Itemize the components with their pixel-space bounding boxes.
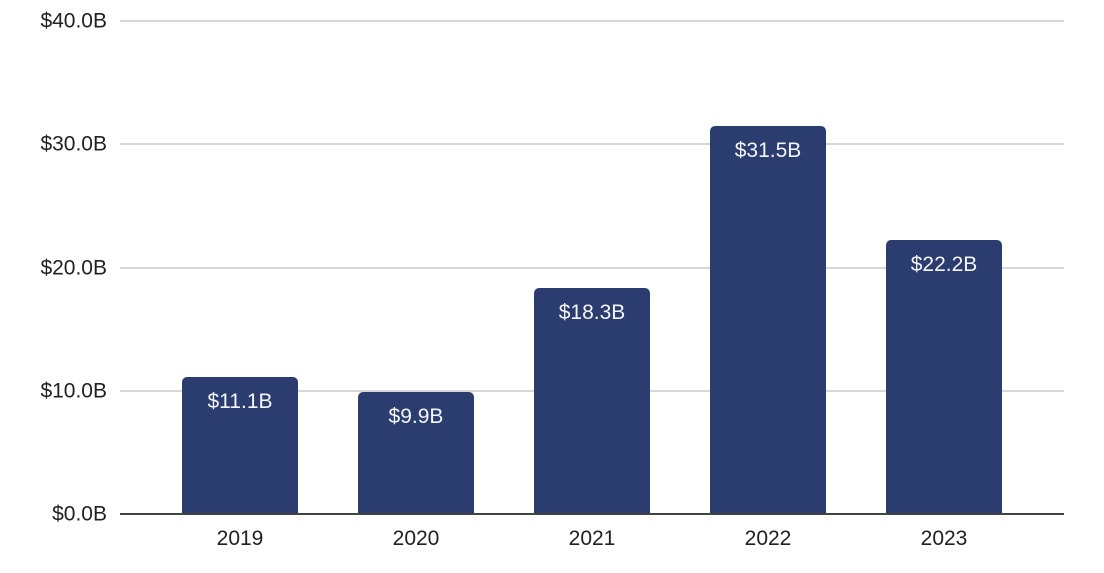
- bar-value-label: $22.2B: [910, 253, 978, 277]
- gridline: [120, 266, 1064, 269]
- gridline: [120, 20, 1064, 22]
- gridline: [120, 143, 1064, 146]
- x-axis-baseline: [120, 513, 1064, 515]
- bar-value-label: $9.9B: [388, 404, 444, 428]
- y-tick-label: $30.0B: [40, 132, 107, 156]
- x-tick-label: 2023: [920, 527, 968, 550]
- bar-slot: $31.5B: [680, 21, 856, 514]
- y-tick-label: $20.0B: [40, 256, 107, 279]
- x-tick-label: 2019: [216, 527, 264, 550]
- bar-slot: $11.1B: [152, 21, 328, 514]
- x-tick-label: 2021: [568, 527, 616, 550]
- bar-value-label: $18.3B: [558, 301, 626, 325]
- bar-2020: $9.9B: [358, 391, 474, 514]
- bar-value-label: $31.5B: [734, 138, 802, 162]
- y-tick-label: $10.0B: [40, 379, 107, 403]
- bar-slot: $18.3B: [504, 21, 680, 514]
- plot-area: $11.1B $9.9B $18.3B $31.5B $22.2B: [120, 20, 1064, 515]
- bar-2021: $18.3B: [534, 288, 650, 514]
- y-axis: $0.0B $10.0B $20.0B $30.0B $40.0B: [0, 11, 107, 525]
- x-tick-label: 2020: [392, 527, 440, 550]
- x-axis: 2019 2020 2021 2022 2023: [152, 526, 1032, 556]
- bar-slot: $22.2B: [856, 21, 1032, 514]
- y-tick-label: $0.0B: [52, 502, 107, 526]
- bar-2023: $22.2B: [886, 240, 1002, 514]
- bar-value-label: $11.1B: [207, 390, 273, 414]
- bar-2022: $31.5B: [710, 125, 826, 514]
- bar-slot: $9.9B: [328, 21, 504, 514]
- x-tick-label: 2022: [744, 527, 792, 550]
- bar-2019: $11.1B: [182, 377, 298, 514]
- y-tick-label: $40.0B: [40, 9, 107, 33]
- bars-group: $11.1B $9.9B $18.3B $31.5B $22.2B: [152, 21, 1032, 514]
